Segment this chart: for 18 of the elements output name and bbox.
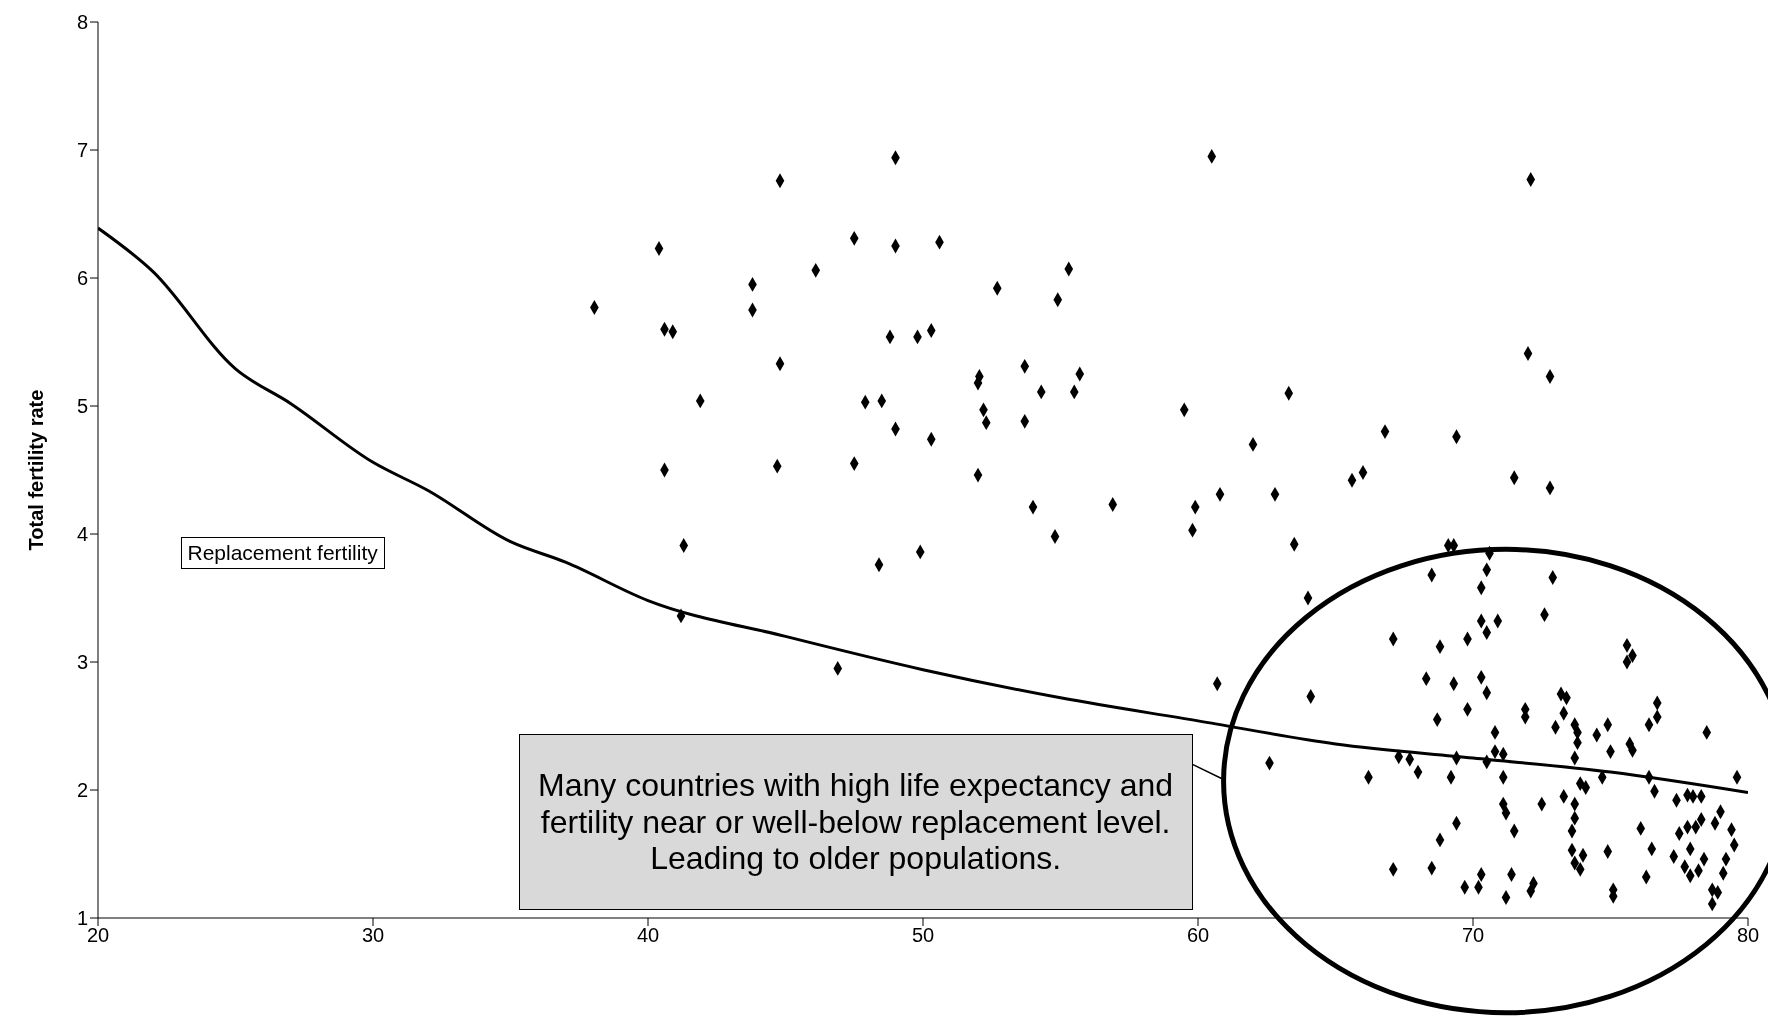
y-tick-label: 2 [76,779,88,802]
y-axis-title: Total fertility rate [25,389,48,551]
x-tick-label: 60 [1186,924,1210,947]
y-tick-label: 1 [76,907,88,930]
y-tick-label: 8 [76,11,88,34]
x-tick-label: 80 [1736,924,1760,947]
y-tick-label: 4 [76,523,88,546]
x-tick-label: 20 [86,924,110,947]
y-tick-label: 3 [76,651,88,674]
y-tick-label: 6 [76,267,88,290]
x-tick-label: 70 [1461,924,1485,947]
x-tick-label: 50 [911,924,935,947]
y-tick-label: 5 [76,395,88,418]
x-tick-label: 40 [636,924,660,947]
x-tick-label: 30 [361,924,385,947]
text: Replacement fertility [180,536,385,569]
annotation: Many countries with high life expectancy and fertility near or well-below replacement level. Leading to older populations. [537,766,1175,878]
y-tick-label: 7 [76,139,88,162]
